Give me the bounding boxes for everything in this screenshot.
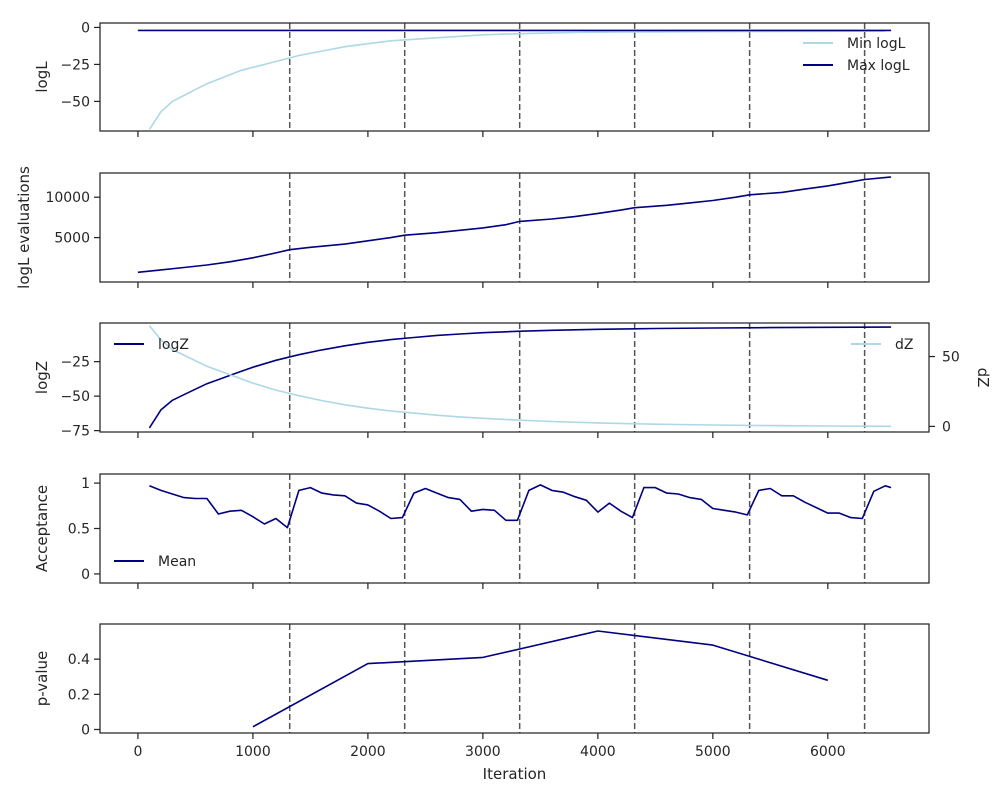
chart-4-xtick-label: 3000	[465, 744, 501, 760]
chart-0-legend-label-1: Max logL	[847, 58, 910, 74]
chart-3-ytick-label: 0.5	[68, 522, 90, 538]
chart-2-ytick-label: −25	[60, 355, 90, 371]
chart-0-ytick-label: −50	[60, 94, 90, 110]
chart-4-xtick-label: 4000	[580, 744, 616, 760]
chart-1-ytick-label: 10000	[45, 190, 90, 206]
chart-2-ytick-label: −75	[60, 424, 90, 440]
chart-3-legend-label-0: Mean	[158, 554, 196, 570]
chart-0-series-0	[148, 30, 886, 130]
chart-4-xtick-label: 0	[133, 744, 142, 760]
chart-1-series-0	[137, 176, 892, 274]
chart-3-series-0	[149, 484, 892, 529]
chart-4-ytick-label: 0.2	[68, 687, 90, 703]
chart-0-ylabel: logL	[33, 61, 51, 93]
chart-2-ylabel: logZ	[33, 361, 51, 394]
chart-0-frame	[99, 22, 930, 132]
chart-2-legend-label-1: dZ	[895, 337, 913, 353]
chart-4-series-0	[252, 630, 829, 728]
chart-2-frame	[99, 322, 930, 433]
chart-3-ylabel: Acceptance	[33, 485, 51, 572]
chart-0-ytick-label: 0	[81, 20, 90, 36]
chart-4-frame	[99, 623, 930, 734]
chart-2-ytick-label: −50	[60, 389, 90, 405]
chart-1-ytick-label: 5000	[54, 231, 90, 247]
chart-3-ytick-label: 1	[81, 476, 90, 492]
chart-2-ytick-right-label: 0	[942, 419, 951, 435]
chart-2-series-1	[148, 325, 892, 428]
chart-4-xtick-label: 5000	[695, 744, 731, 760]
chart-2-series-0	[148, 326, 892, 429]
chart-2-legend-label-0: logZ	[158, 337, 189, 353]
chart-2-ylabel-right: dZ	[974, 368, 992, 388]
chart-4-xtick-label: 1000	[235, 744, 271, 760]
chart-0-ytick-label: −25	[60, 57, 90, 73]
chart-4-xtick-label: 6000	[810, 744, 846, 760]
chart-0-legend-label-0: Min logL	[847, 36, 906, 52]
chart-3-ytick-label: 0	[81, 567, 90, 583]
chart-4-ytick-label: 0	[81, 722, 90, 738]
chart-1-frame	[99, 172, 930, 283]
chart-4-ylabel: p-value	[33, 651, 51, 707]
chart-1-ylabel: logL evaluations	[15, 166, 33, 289]
chart-4-xtick-label: 2000	[350, 744, 386, 760]
chart-2-ytick-right-label: 50	[942, 350, 960, 366]
chart-3-frame	[99, 473, 930, 584]
chart-4-xlabel: Iteration	[483, 765, 547, 783]
chart-4-ytick-label: 0.4	[68, 652, 90, 668]
